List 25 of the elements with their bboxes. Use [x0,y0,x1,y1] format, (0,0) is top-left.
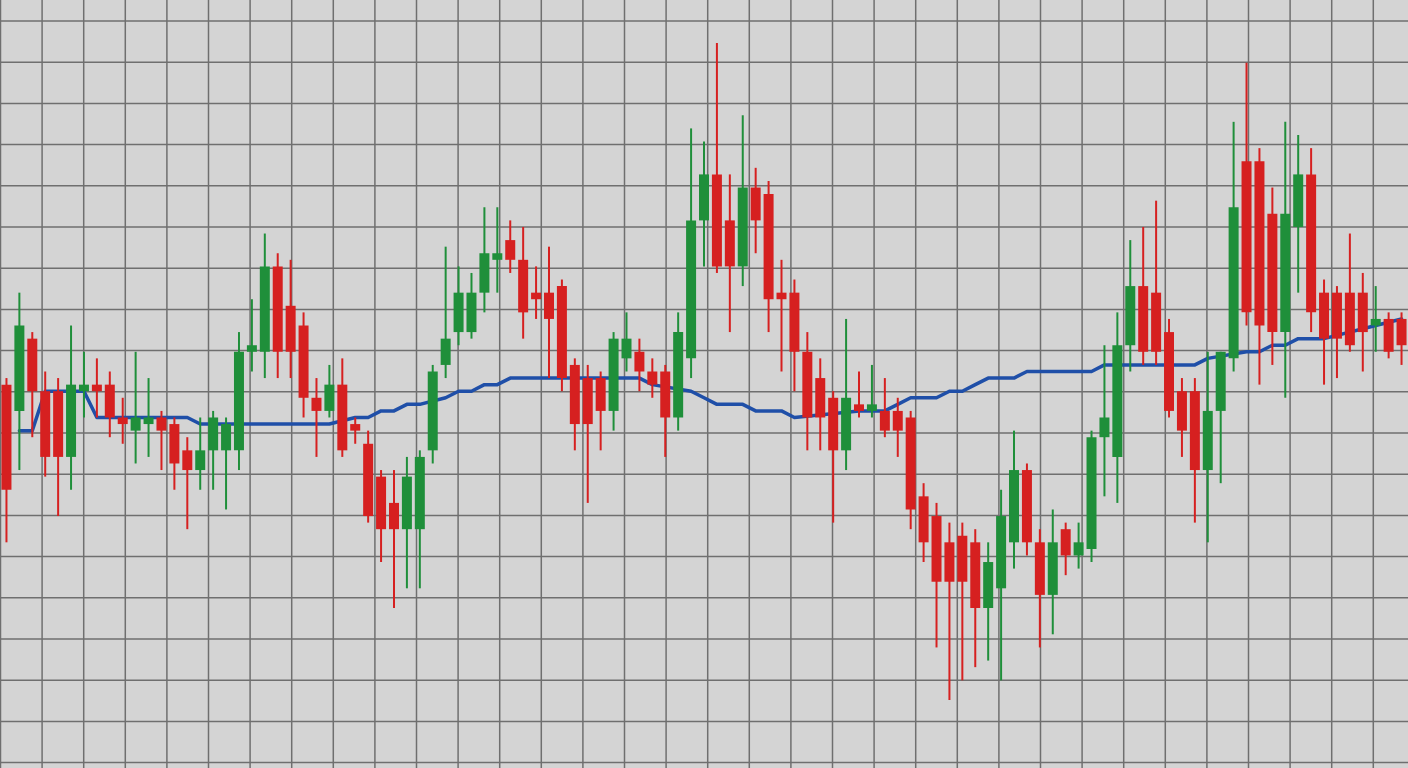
candlestick [647,357,658,399]
candlestick [492,206,503,294]
candlestick [311,377,322,458]
candlestick [350,416,361,445]
candlestick [1073,521,1084,570]
candlestick [505,219,516,274]
candlestick [776,258,787,373]
candlestick [1370,285,1381,353]
candlestick [182,436,193,531]
candlestick [634,337,645,393]
candlestick [156,409,167,472]
candlestick [892,396,903,458]
candlestick [130,350,141,465]
candlestick [854,370,865,419]
candlestick [78,350,89,419]
candlestick [621,311,632,373]
candlestick [1099,344,1110,498]
candlestick [117,396,128,445]
candlestick [143,377,154,458]
candlestick [531,265,542,320]
candlestick [866,363,877,419]
candlestick [91,357,102,419]
candlestick [246,298,257,373]
candlestick [879,377,890,439]
candlestick [195,416,206,491]
